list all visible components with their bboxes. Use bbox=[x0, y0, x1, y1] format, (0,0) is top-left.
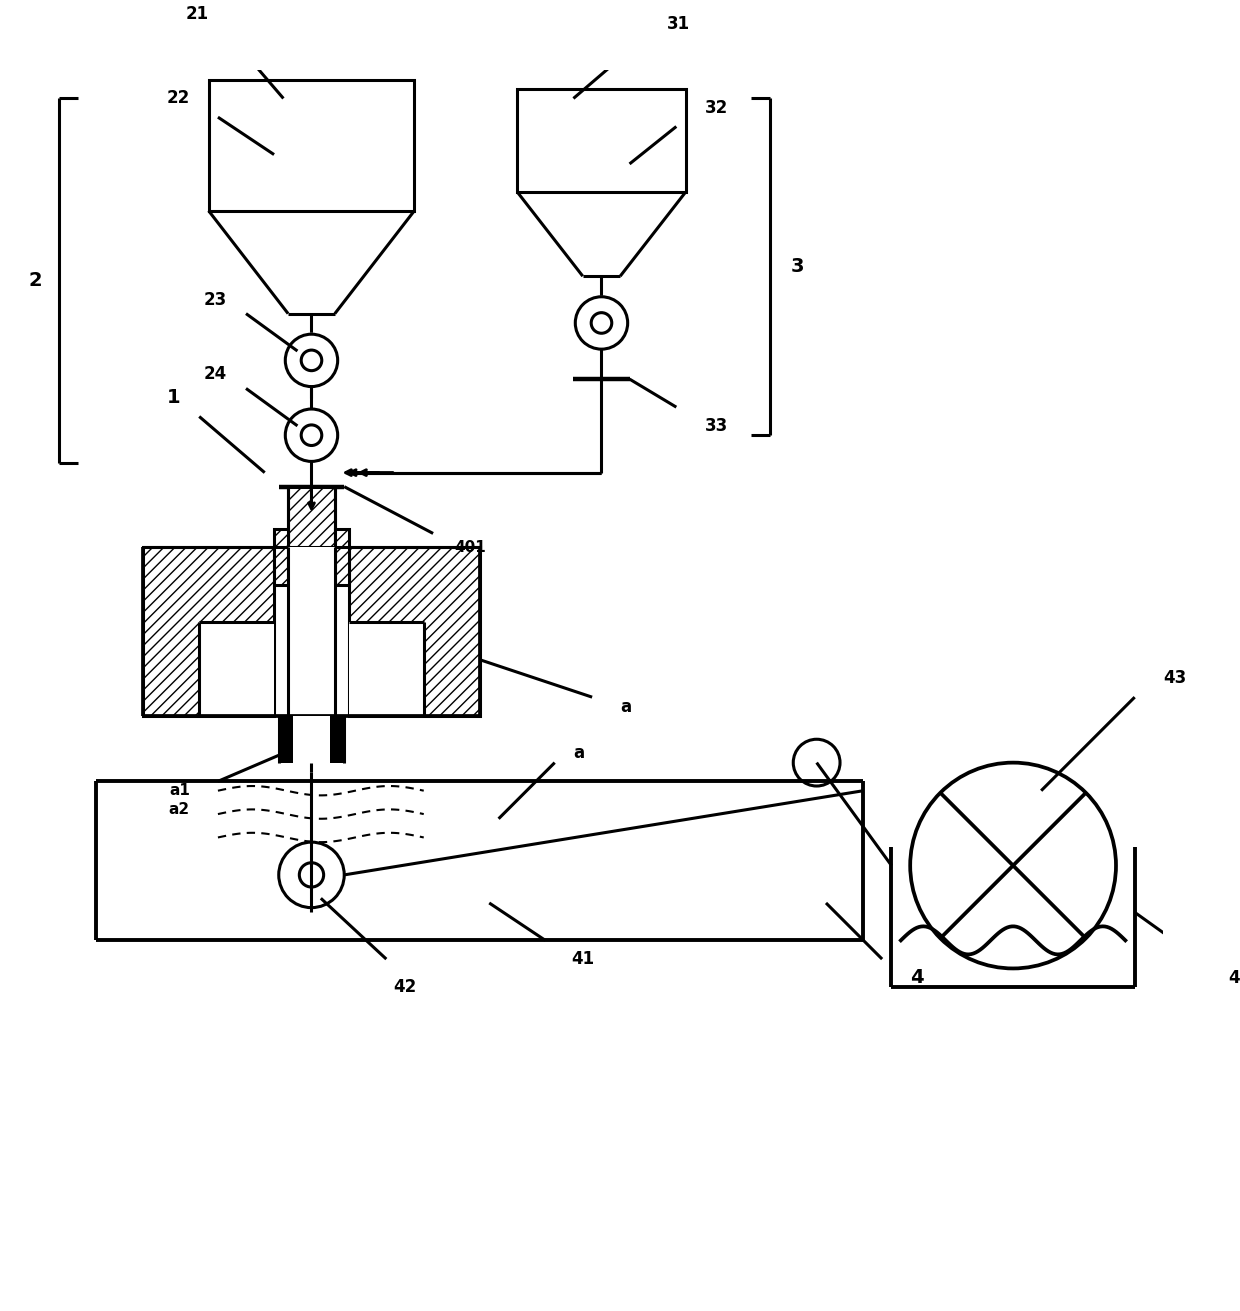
Text: a: a bbox=[573, 745, 584, 762]
Text: 32: 32 bbox=[704, 98, 728, 117]
Text: 3: 3 bbox=[791, 257, 805, 277]
Text: 43: 43 bbox=[1163, 670, 1185, 687]
Bar bbox=[335, 528, 348, 585]
Text: 33: 33 bbox=[704, 417, 728, 435]
Bar bbox=[279, 716, 293, 763]
Bar bbox=[348, 548, 480, 716]
Text: 401: 401 bbox=[455, 540, 486, 555]
Bar bbox=[288, 548, 335, 716]
Bar bbox=[274, 528, 288, 585]
Bar bbox=[330, 716, 345, 763]
Bar bbox=[288, 486, 335, 548]
Bar bbox=[517, 89, 686, 191]
Text: 44: 44 bbox=[1229, 969, 1240, 987]
Text: a2: a2 bbox=[169, 802, 190, 817]
Text: 41: 41 bbox=[572, 950, 594, 968]
Text: 23: 23 bbox=[205, 291, 227, 308]
Bar bbox=[143, 548, 274, 716]
Text: 4: 4 bbox=[910, 969, 924, 987]
Bar bbox=[200, 623, 274, 716]
Text: a: a bbox=[620, 697, 631, 716]
Bar bbox=[208, 80, 414, 211]
Text: a1: a1 bbox=[169, 783, 190, 798]
Text: 21: 21 bbox=[186, 5, 208, 24]
Bar bbox=[348, 623, 424, 716]
Text: 24: 24 bbox=[205, 366, 227, 383]
Text: 31: 31 bbox=[667, 14, 691, 33]
Bar bbox=[293, 716, 330, 763]
Text: 2: 2 bbox=[29, 271, 42, 290]
Text: 42: 42 bbox=[393, 978, 417, 996]
Text: 22: 22 bbox=[166, 89, 190, 108]
Text: 1: 1 bbox=[167, 388, 181, 408]
